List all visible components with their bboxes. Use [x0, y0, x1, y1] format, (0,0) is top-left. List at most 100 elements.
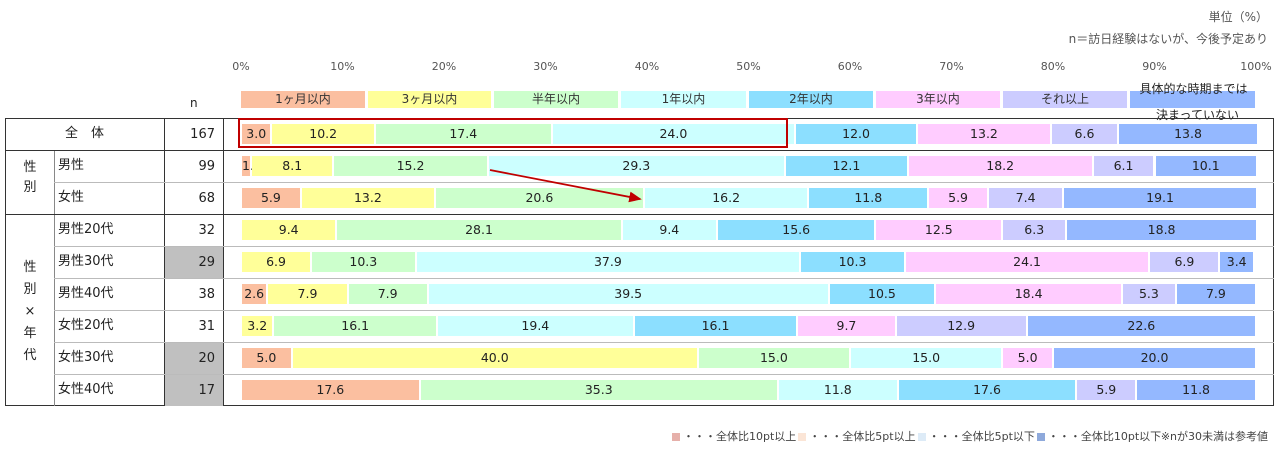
bar-segment: 13.2: [301, 188, 434, 208]
bar-segment: 7.9: [348, 284, 427, 304]
bar-segment: 18.4: [936, 284, 1121, 304]
n-value: 167: [190, 127, 215, 142]
row-label: 女性: [58, 190, 85, 205]
bar-segment: 6.1: [1093, 156, 1154, 176]
legend-item-4: 1年以内: [621, 91, 746, 108]
x-tick-label: 100%: [1240, 60, 1272, 73]
legend-chip-icon: [798, 433, 807, 441]
bar-segment: 29.3: [488, 156, 785, 176]
bar-segment: 3.0: [242, 124, 271, 144]
bar-segment: 39.5: [428, 284, 828, 304]
bar-segment: 17.6: [898, 380, 1076, 400]
x-tick-label: 30%: [533, 60, 558, 73]
bar-segment: 7.9: [1176, 284, 1255, 304]
row-divider: [54, 342, 1274, 343]
group-label-char: 性: [23, 260, 37, 275]
bar-segment: 7.9: [268, 284, 347, 304]
n-value: 32: [198, 223, 215, 238]
bar-segment: 13.2: [917, 124, 1050, 144]
row-label: 男性40代: [58, 286, 114, 301]
bar-segment: 12.0: [796, 124, 916, 144]
n-value: 99: [198, 159, 215, 174]
bar-segment: 10.1: [1155, 156, 1256, 176]
x-tick-label: 20%: [431, 60, 457, 73]
bar-segment: 16.2: [644, 188, 808, 208]
legend-chip-icon: [917, 433, 926, 441]
group-label-gender: 性別: [10, 158, 50, 198]
bar-segment: 6.3: [1003, 220, 1066, 240]
bar-segment: 12.9: [896, 316, 1026, 336]
bar-segment: 19.1: [1064, 188, 1256, 208]
row-label: 女性30代: [58, 350, 114, 365]
legend-item-8-line1: 具体的な時期までは: [1139, 82, 1248, 96]
bar-segment: 5.9: [929, 188, 988, 208]
footer-legend-label: ・・・全体比5pt以上: [809, 430, 916, 443]
bar-segment: 5.9: [1077, 380, 1136, 400]
group-label-char: 代: [23, 348, 37, 363]
bar-segment: 18.2: [908, 156, 1092, 176]
legend-item-5: 2年以内: [749, 91, 873, 108]
bar-segment: 17.6: [242, 380, 419, 400]
bar-segment: 15.0: [851, 348, 1002, 368]
low-n-note: ※nが30未満は参考値: [1160, 430, 1268, 443]
bar-segment: 16.1: [634, 316, 797, 336]
col-divider-n: [164, 118, 165, 406]
legend-chip-icon: [672, 433, 680, 441]
footer-legend-item: ・・・全体比5pt以上: [798, 430, 916, 443]
bar-segment: 16.1: [274, 316, 436, 336]
row-divider: [54, 278, 1274, 279]
bar-segment: 15.2: [334, 156, 487, 176]
bar-segment: 9.4: [622, 220, 717, 240]
bar-segment: 6.9: [242, 252, 311, 272]
group-label-gender-age: 性別 × 年代: [10, 257, 50, 367]
n-value: 17: [165, 375, 223, 406]
row-label: 女性40代: [58, 382, 114, 397]
n-value: 20: [165, 343, 223, 374]
bar-segment: 11.8: [1137, 380, 1255, 400]
n-value: 68: [198, 191, 215, 206]
bar-segment: 10.2: [272, 124, 374, 144]
bar-segment: 9.7: [798, 316, 895, 336]
row-divider: [5, 214, 1274, 215]
row-label: 男性20代: [58, 222, 114, 237]
bar-segment: 11.8: [778, 380, 897, 400]
row-divider: [54, 374, 1274, 375]
bar-segment: 17.4: [375, 124, 551, 144]
bar-segment: 24.0: [552, 124, 795, 144]
legend-item-3: 半年以内: [494, 91, 618, 108]
bar-segment: 3.2: [242, 316, 273, 336]
bar-segment: 15.6: [718, 220, 875, 240]
bar-segment: 19.4: [437, 316, 633, 336]
x-tick-label: 50%: [736, 60, 761, 73]
bar-segment: 22.6: [1027, 316, 1255, 336]
bar-segment: 15.0: [698, 348, 849, 368]
legend-chip-icon: [1036, 433, 1045, 441]
bar-segment: 11.8: [809, 188, 928, 208]
n-value: 29: [165, 247, 223, 278]
col-divider-bars: [223, 118, 224, 406]
legend-item-7: それ以上: [1003, 91, 1127, 108]
bar-segment: 2.6: [242, 284, 267, 304]
bar-segment: 6.6: [1051, 124, 1117, 144]
bar-segment: 20.0: [1054, 348, 1255, 368]
n-value: 38: [198, 287, 215, 302]
footer-legend-label: ・・・全体比10pt以下: [1047, 430, 1162, 443]
footer-legend-item: ・・・全体比5pt以下: [917, 430, 1035, 443]
highlight-box: [238, 118, 788, 148]
row-divider: [54, 182, 1274, 183]
x-tick-label: 90%: [1142, 60, 1167, 73]
bar-segment: 3.4: [1220, 252, 1253, 272]
footer-legend-item: ・・・全体比10pt以下: [1036, 430, 1162, 443]
bar-segment: 40.0: [292, 348, 697, 368]
row-label: 女性20代: [58, 318, 114, 333]
x-tick-label: 70%: [939, 60, 964, 73]
group-label-char: 性: [23, 160, 37, 175]
n-column-header: n: [190, 96, 198, 110]
bar-segment: 12.5: [876, 220, 1002, 240]
footer-legend-label: ・・・全体比10pt以上: [683, 430, 797, 443]
row-label: 男性: [58, 158, 85, 173]
bar-segment: 9.4: [242, 220, 336, 240]
bar-segment: 10.3: [801, 252, 904, 272]
group-label-char: ×: [24, 304, 36, 319]
